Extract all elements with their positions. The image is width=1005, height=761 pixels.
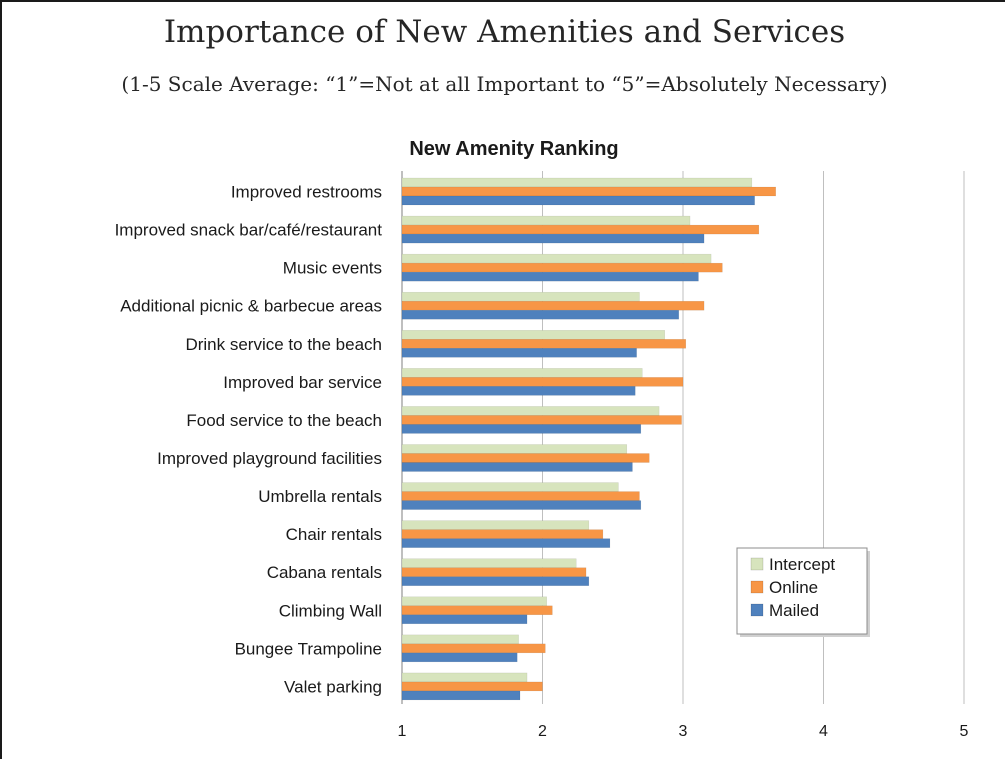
bar-mailed [401, 538, 611, 548]
legend-label-online: Online [769, 578, 818, 597]
slide-title: Importance of New Amenities and Services [163, 14, 846, 50]
bar-intercept [401, 482, 619, 492]
bar-intercept [401, 291, 640, 302]
bar-intercept [401, 558, 577, 568]
bar-intercept [401, 177, 753, 188]
bar-online [401, 300, 705, 311]
bar-intercept [401, 406, 660, 416]
bar-online [401, 224, 760, 235]
bar-mailed [401, 652, 518, 663]
bar-online [401, 377, 684, 387]
bar-mailed [401, 309, 680, 320]
x-tick-label: 2 [538, 723, 547, 740]
bar-intercept [401, 634, 519, 645]
bar-online [401, 453, 650, 463]
legend-label-intercept: Intercept [769, 555, 835, 574]
bar-online [401, 491, 640, 501]
legend-swatch-intercept [750, 557, 764, 571]
bar-online [401, 605, 553, 616]
bar-intercept [401, 672, 528, 683]
bar-mailed [401, 690, 521, 701]
category-label: Chair rentals [286, 525, 382, 544]
x-tick-label: 1 [398, 723, 407, 740]
bar-mailed [401, 462, 633, 472]
category-label: Valet parking [284, 677, 382, 696]
bar-mailed [401, 576, 590, 586]
category-label: Cabana rentals [267, 563, 382, 582]
bar-intercept [401, 444, 628, 454]
bar-mailed [401, 348, 637, 358]
bar-online [401, 643, 546, 654]
slide-subtitle: (1-5 Scale Average: “1”=Not at all Impor… [121, 72, 888, 96]
category-label: Additional picnic & barbecue areas [120, 297, 382, 316]
bar-online [401, 339, 687, 349]
bar-online [401, 567, 587, 577]
category-label: Improved playground facilities [157, 449, 382, 468]
bar-online [401, 529, 604, 539]
legend-swatch-mailed [750, 603, 764, 617]
bar-mailed [401, 386, 636, 396]
category-label: Bungee Trampoline [235, 639, 382, 658]
category-label: Climbing Wall [279, 601, 382, 620]
bar-mailed [401, 424, 642, 434]
category-label: Improved snack bar/café/restaurant [115, 221, 383, 240]
bar-mailed [401, 271, 699, 282]
category-label: Food service to the beach [186, 411, 382, 430]
bar-intercept [401, 215, 691, 226]
bar-online [401, 415, 682, 425]
bar-intercept [401, 596, 547, 607]
category-label: Umbrella rentals [258, 487, 382, 506]
bar-mailed [401, 233, 705, 244]
bar-intercept [401, 520, 590, 530]
bar-online [401, 262, 723, 273]
x-tick-label: 4 [819, 723, 828, 740]
bar-online [401, 681, 543, 692]
category-label: Music events [283, 259, 382, 278]
chart-title: New Amenity Ranking [409, 138, 618, 160]
bar-mailed [401, 614, 528, 625]
category-label: Drink service to the beach [185, 335, 382, 354]
category-label: Improved restrooms [231, 183, 382, 202]
amenity-bar-chart: New Amenity Ranking Improved restrooms Im… [115, 138, 969, 740]
bar-online [401, 186, 776, 197]
legend-swatch-online [750, 580, 764, 594]
x-tick-label: 5 [960, 723, 969, 740]
bar-intercept [401, 368, 643, 378]
x-tick-label: 3 [679, 723, 688, 740]
bar-intercept [401, 330, 665, 340]
bar-mailed [401, 195, 755, 206]
category-label: Improved bar service [223, 373, 382, 392]
bar-mailed [401, 500, 642, 510]
bar-intercept [401, 253, 712, 264]
legend-label-mailed: Mailed [769, 601, 819, 620]
